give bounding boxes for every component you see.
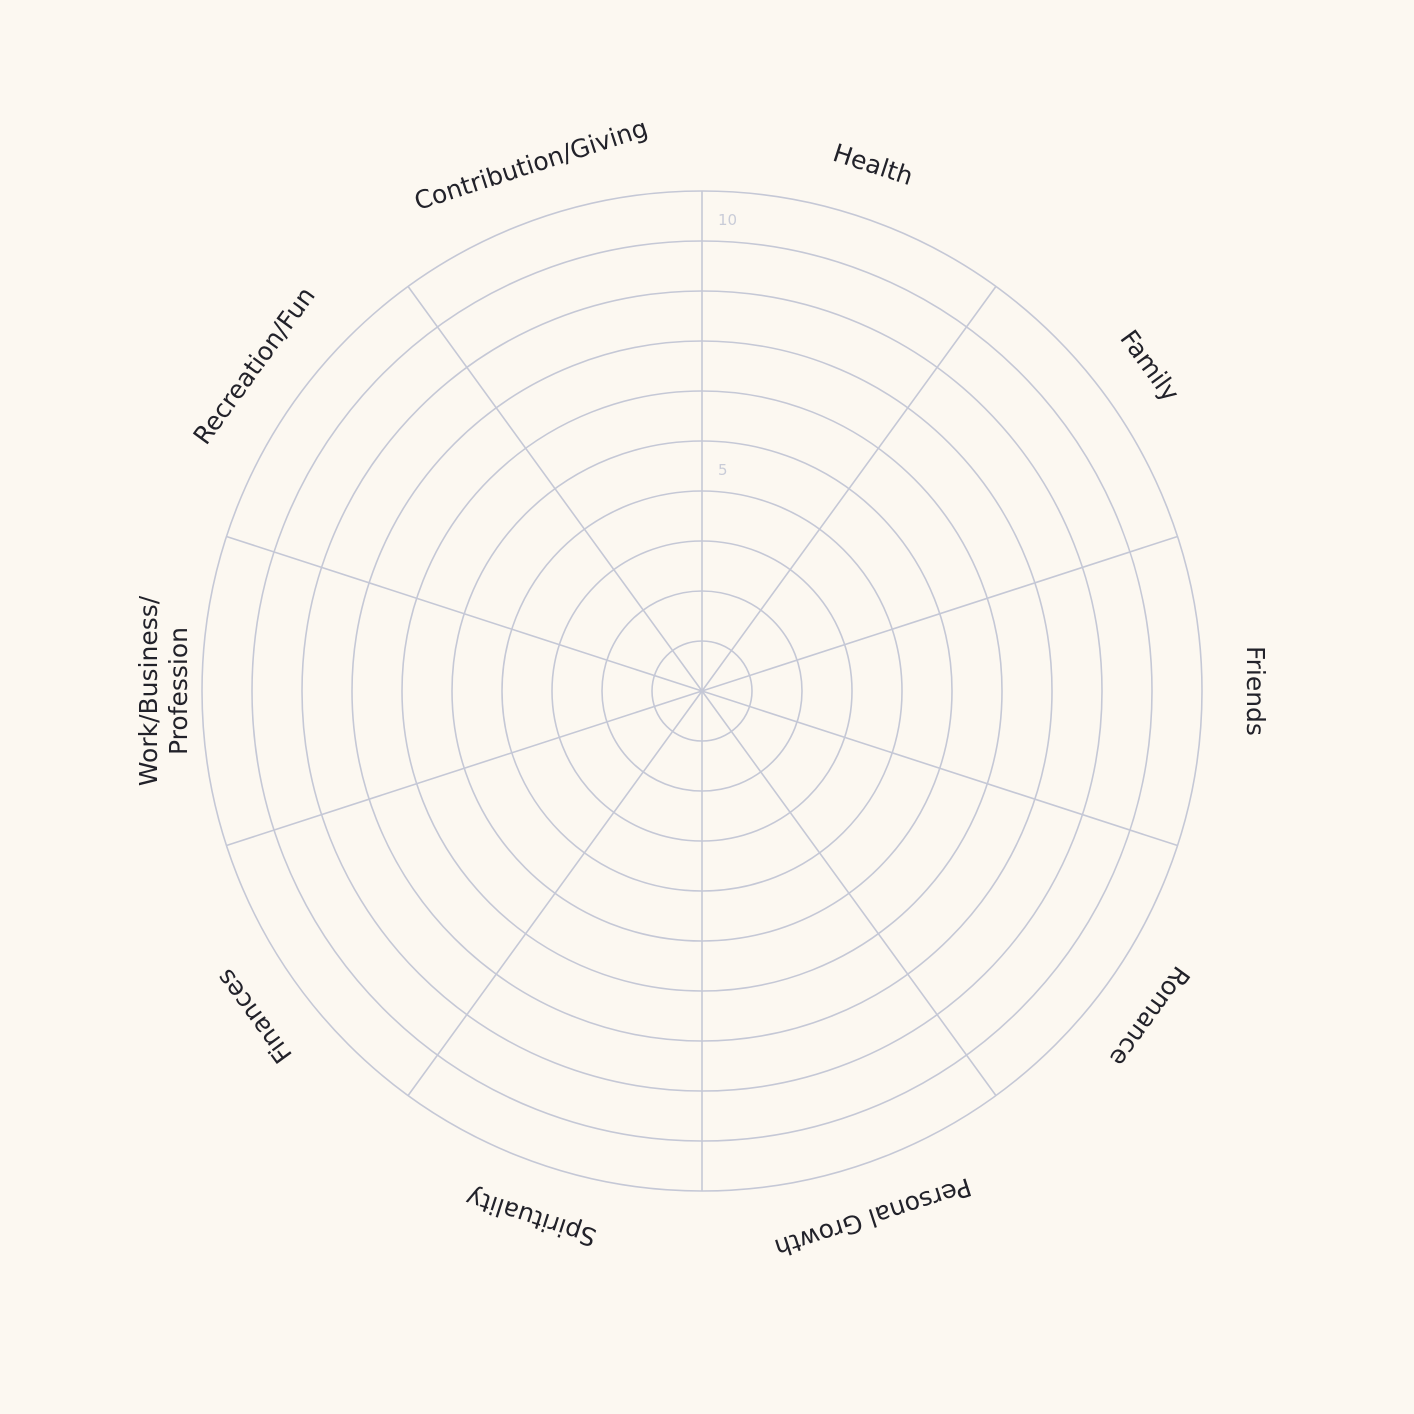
- scale-label-5: 5: [718, 461, 728, 479]
- spoke-5: [701, 690, 997, 1096]
- spoke-8: [226, 690, 703, 847]
- category-label: Contribution/Giving: [411, 113, 651, 216]
- category-work-business-profession: Work/Business/Profession: [134, 595, 193, 786]
- spoke-9: [226, 535, 703, 692]
- category-label: Recreation/Fun: [188, 282, 321, 450]
- category-label: Friends: [1241, 646, 1270, 736]
- category-spokes: [226, 191, 1178, 1191]
- spoke-4: [701, 690, 1178, 847]
- category-spirituality: Spirituality: [462, 1183, 600, 1252]
- category-label: Health: [830, 138, 917, 191]
- category-label: Personal Growth: [771, 1172, 975, 1263]
- category-label: Work/Business/Profession: [134, 595, 193, 786]
- category-label: Family: [1114, 325, 1185, 407]
- category-label: Finances: [211, 964, 298, 1069]
- scale-label-10: 10: [718, 211, 737, 229]
- spoke-10: [407, 286, 703, 692]
- category-family: Family: [1114, 325, 1185, 407]
- category-recreation-fun: Recreation/Fun: [188, 282, 321, 450]
- category-finances: Finances: [211, 964, 298, 1069]
- category-romance: Romance: [1104, 961, 1196, 1072]
- spoke-3: [701, 535, 1178, 692]
- category-personal-growth: Personal Growth: [771, 1172, 975, 1263]
- category-health: Health: [830, 138, 917, 191]
- category-label: Spirituality: [462, 1183, 600, 1252]
- spoke-2: [701, 286, 997, 692]
- scale-labels: 5 10: [718, 211, 737, 479]
- spoke-7: [407, 690, 703, 1096]
- category-label: Romance: [1104, 961, 1196, 1072]
- category-contribution-giving: Contribution/Giving: [411, 113, 651, 216]
- category-friends: Friends: [1241, 646, 1270, 736]
